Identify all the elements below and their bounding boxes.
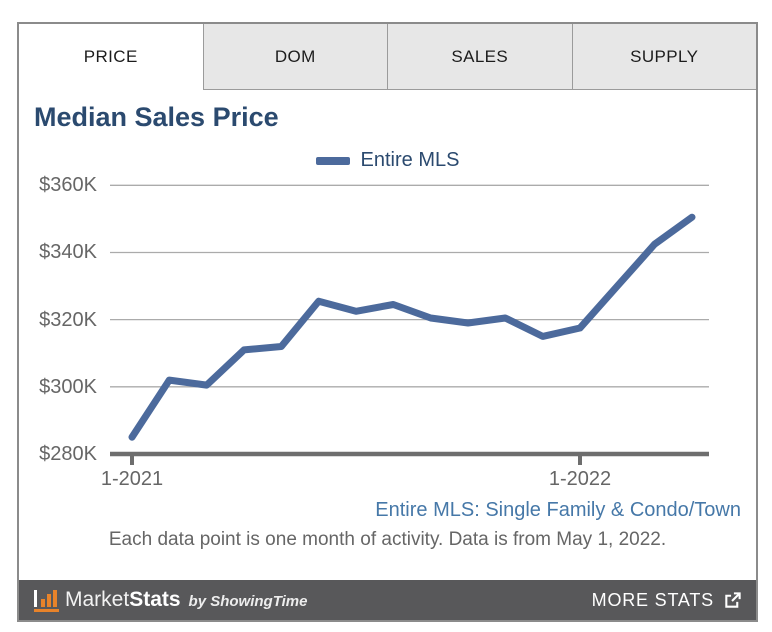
bar-chart-logo-icon <box>33 589 60 612</box>
y-tick-label-320: $320K <box>39 308 97 331</box>
tab-bar: PRICE DOM SALES SUPPLY <box>19 24 756 90</box>
legend-label: Entire MLS <box>360 149 460 171</box>
series-entire-mls <box>128 213 696 441</box>
footer-bar: Market Stats by ShowingTime MORE STATS <box>19 580 756 620</box>
y-tick-label-280: $280K <box>39 443 97 465</box>
chart-legend: Entire MLS <box>19 149 756 172</box>
chart-footnote: Each data point is one month of activity… <box>108 529 667 550</box>
tab-sales[interactable]: SALES <box>387 24 572 90</box>
y-tick-label-340: $340K <box>39 241 97 264</box>
brand-market-text: Market <box>65 588 130 611</box>
y-tick-label-360: $360K <box>39 174 97 197</box>
more-stats-label: MORE STATS <box>591 589 714 610</box>
tab-dom[interactable]: DOM <box>202 24 387 90</box>
x-tick-label-1-2021: 1-2021 <box>100 468 164 490</box>
median-sales-price-line-chart <box>110 184 709 465</box>
legend-line-swatch <box>315 156 350 165</box>
tab-price[interactable]: PRICE <box>19 24 203 90</box>
marketstats-logo[interactable]: Market Stats by ShowingTime <box>33 588 307 612</box>
brand-byline: by ShowingTime <box>188 593 308 610</box>
tab-supply[interactable]: SUPPLY <box>571 24 756 90</box>
brand-stats-text: Stats <box>129 588 181 611</box>
chart-title: Median Sales Price <box>34 102 279 132</box>
external-link-icon <box>725 591 741 608</box>
y-tick-label-300: $300K <box>39 375 97 398</box>
more-stats-link[interactable]: MORE STATS <box>592 590 742 611</box>
chart-subtitle: Entire MLS: Single Family & Condo/Town <box>375 499 741 521</box>
x-tick-label-1-2022: 1-2022 <box>548 468 612 490</box>
market-stats-widget: PRICE DOM SALES SUPPLY Median Sales Pric… <box>17 22 758 622</box>
